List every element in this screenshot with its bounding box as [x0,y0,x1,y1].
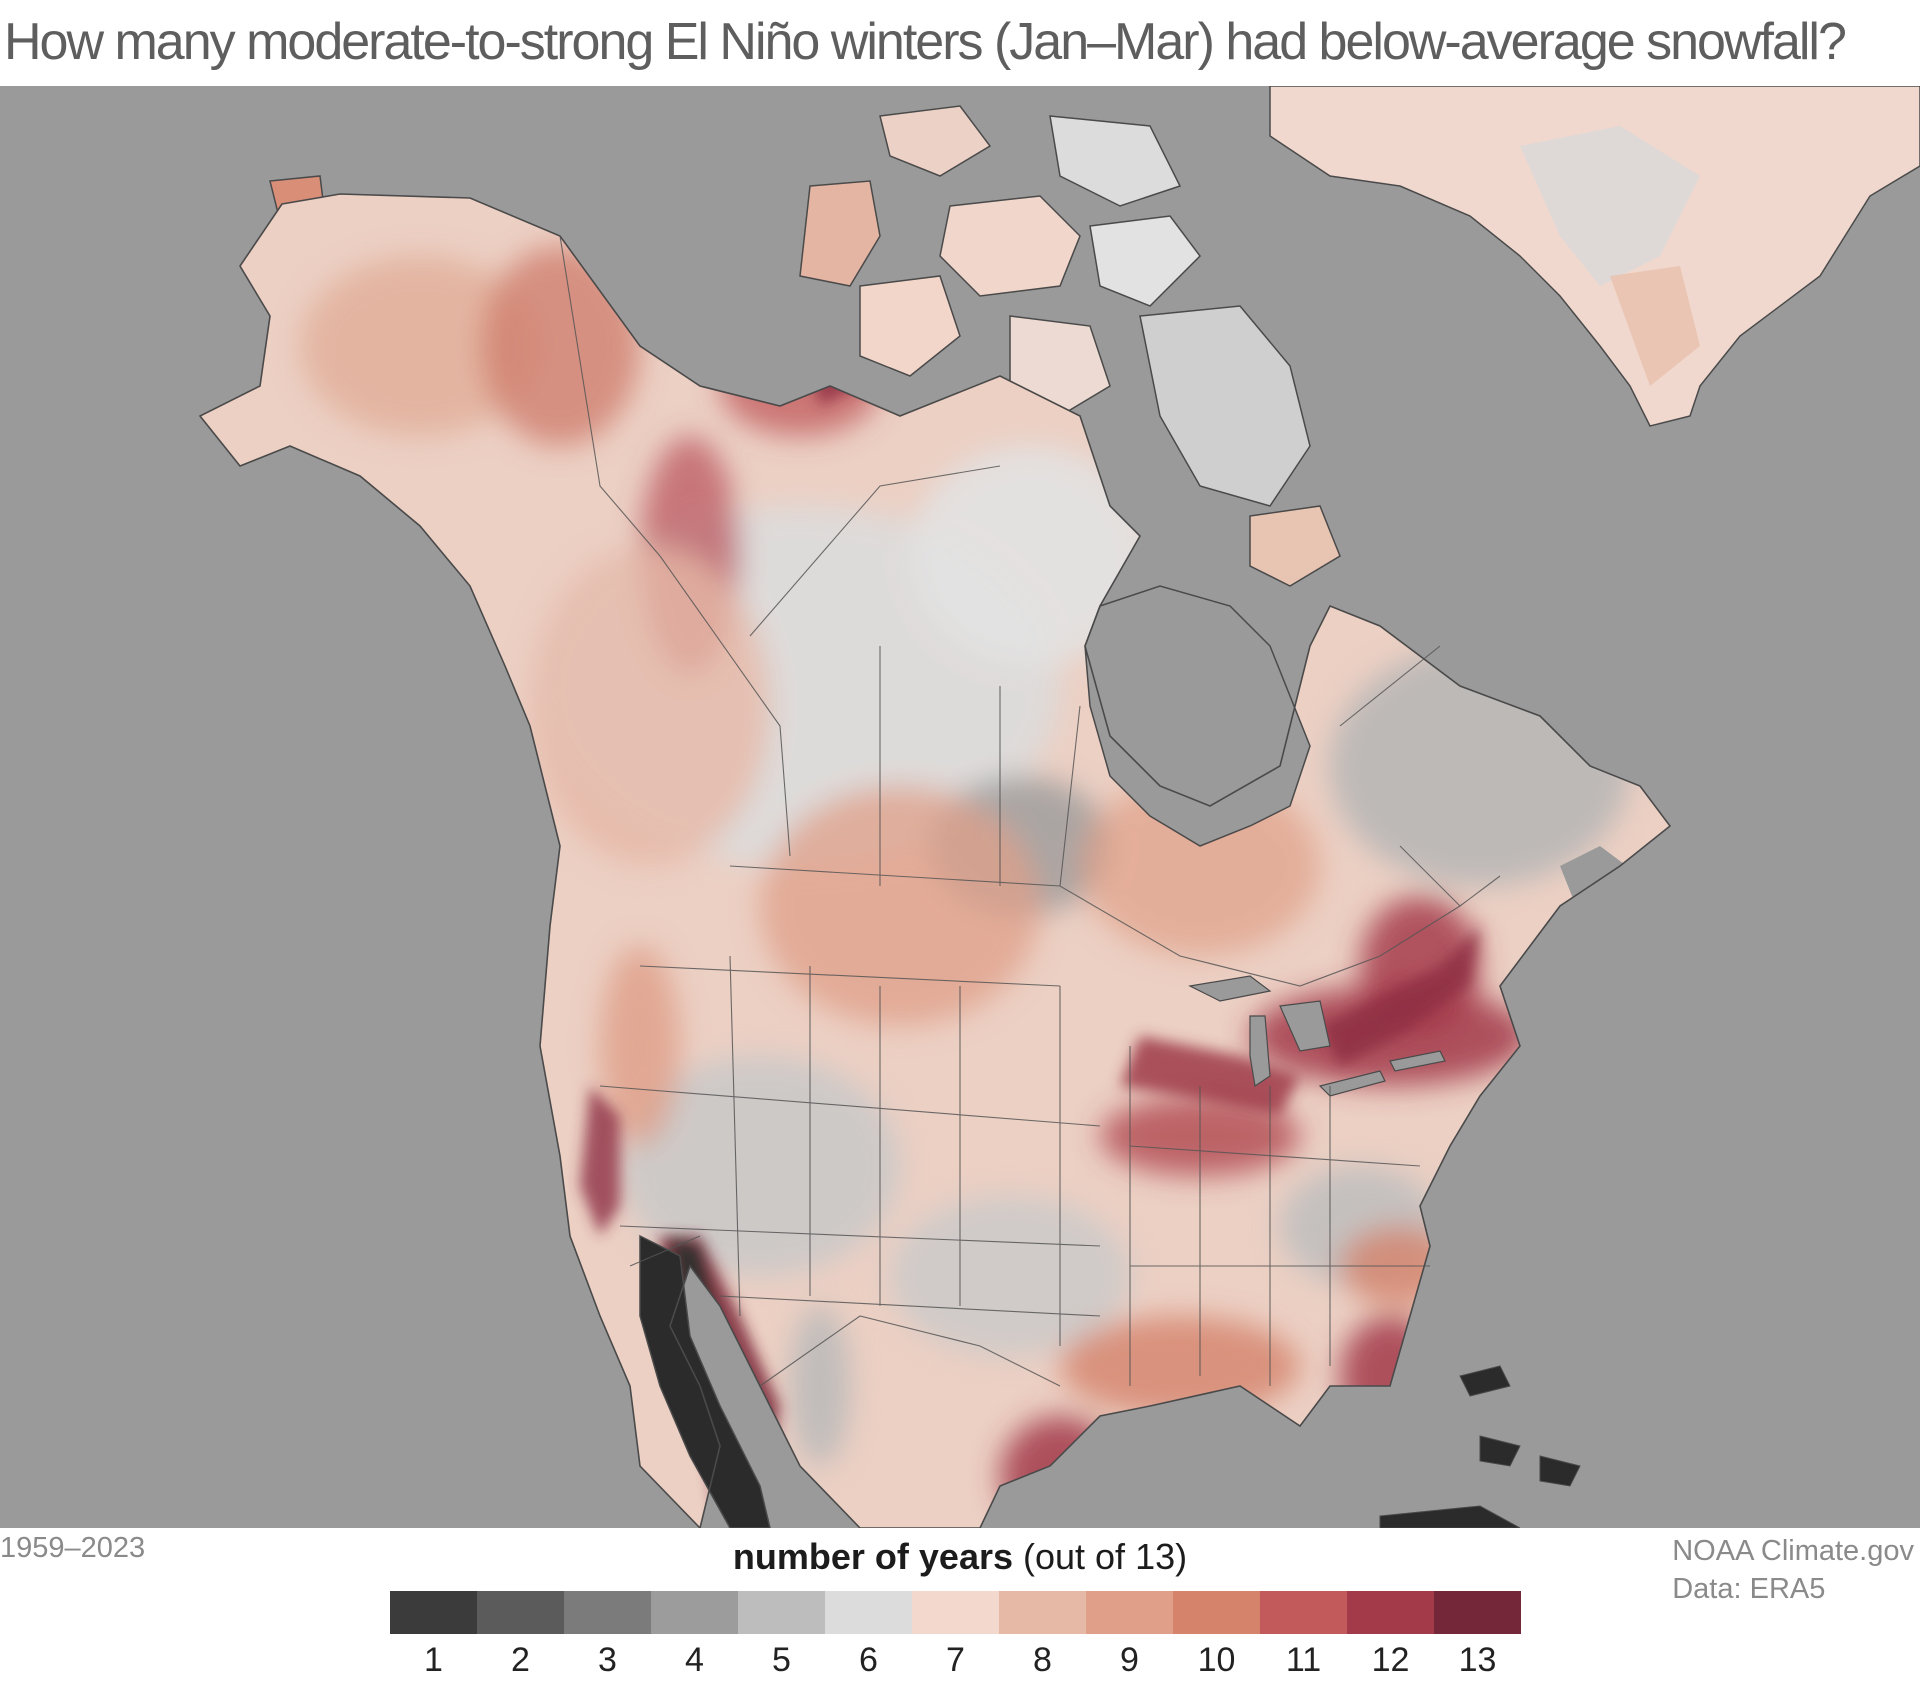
legend-label-5: 5 [772,1641,791,1679]
legend-label-8: 8 [1033,1641,1052,1679]
baja-california [639,1234,771,1528]
legend-swatch-1 [390,1591,477,1634]
legend-label-13: 13 [1458,1641,1497,1679]
legend-label-2: 2 [511,1641,530,1679]
legend-label-9: 9 [1120,1641,1139,1679]
legend-label-10: 10 [1197,1641,1236,1679]
legend-label-12: 12 [1371,1641,1410,1679]
credit-source: NOAA Climate.gov [1672,1535,1914,1567]
legend-label-3: 3 [598,1641,617,1679]
legend-swatch-5 [738,1591,825,1634]
legend-title: number of years (out of 13) [390,1536,1530,1578]
legend-color-bar [390,1591,1521,1634]
legend-title-bold: number of years [732,1536,1013,1577]
snowfall-map [0,86,1920,1528]
legend-swatch-10 [1173,1591,1260,1634]
arctic-islands [269,105,1341,587]
legend-swatch-8 [999,1591,1086,1634]
credit-data: Data: ERA5 [1672,1573,1826,1605]
legend-label-1: 1 [424,1641,443,1679]
legend-label-4: 4 [685,1641,704,1679]
legend-swatch-11 [1260,1591,1347,1634]
legend-swatch-13 [1434,1591,1521,1634]
legend-swatch-9 [1086,1591,1173,1634]
greenland [1269,86,1920,427]
legend-swatch-2 [477,1591,564,1634]
caribbean-islands [1379,1365,1581,1528]
credit-block: NOAA Climate.gov Data: ERA5 [1672,1532,1914,1608]
legend-swatch-4 [651,1591,738,1634]
legend-labels: 1 2 3 4 5 6 7 8 9 10 11 12 13 [390,1638,1521,1682]
legend-swatch-12 [1347,1591,1434,1634]
legend-label-7: 7 [946,1641,965,1679]
legend-label-11: 11 [1285,1641,1322,1679]
great-lakes [1188,975,1446,1097]
legend-swatch-7 [912,1591,999,1634]
legend-title-rest: (out of 13) [1013,1536,1188,1577]
political-boundaries [559,235,1501,1387]
legend-swatch-6 [825,1591,912,1634]
legend-label-6: 6 [859,1641,878,1679]
map-title: How many moderate-to-strong El Niño wint… [4,13,1847,71]
legend-swatch-3 [564,1591,651,1634]
time-period-label: 1959–2023 [0,1532,146,1564]
